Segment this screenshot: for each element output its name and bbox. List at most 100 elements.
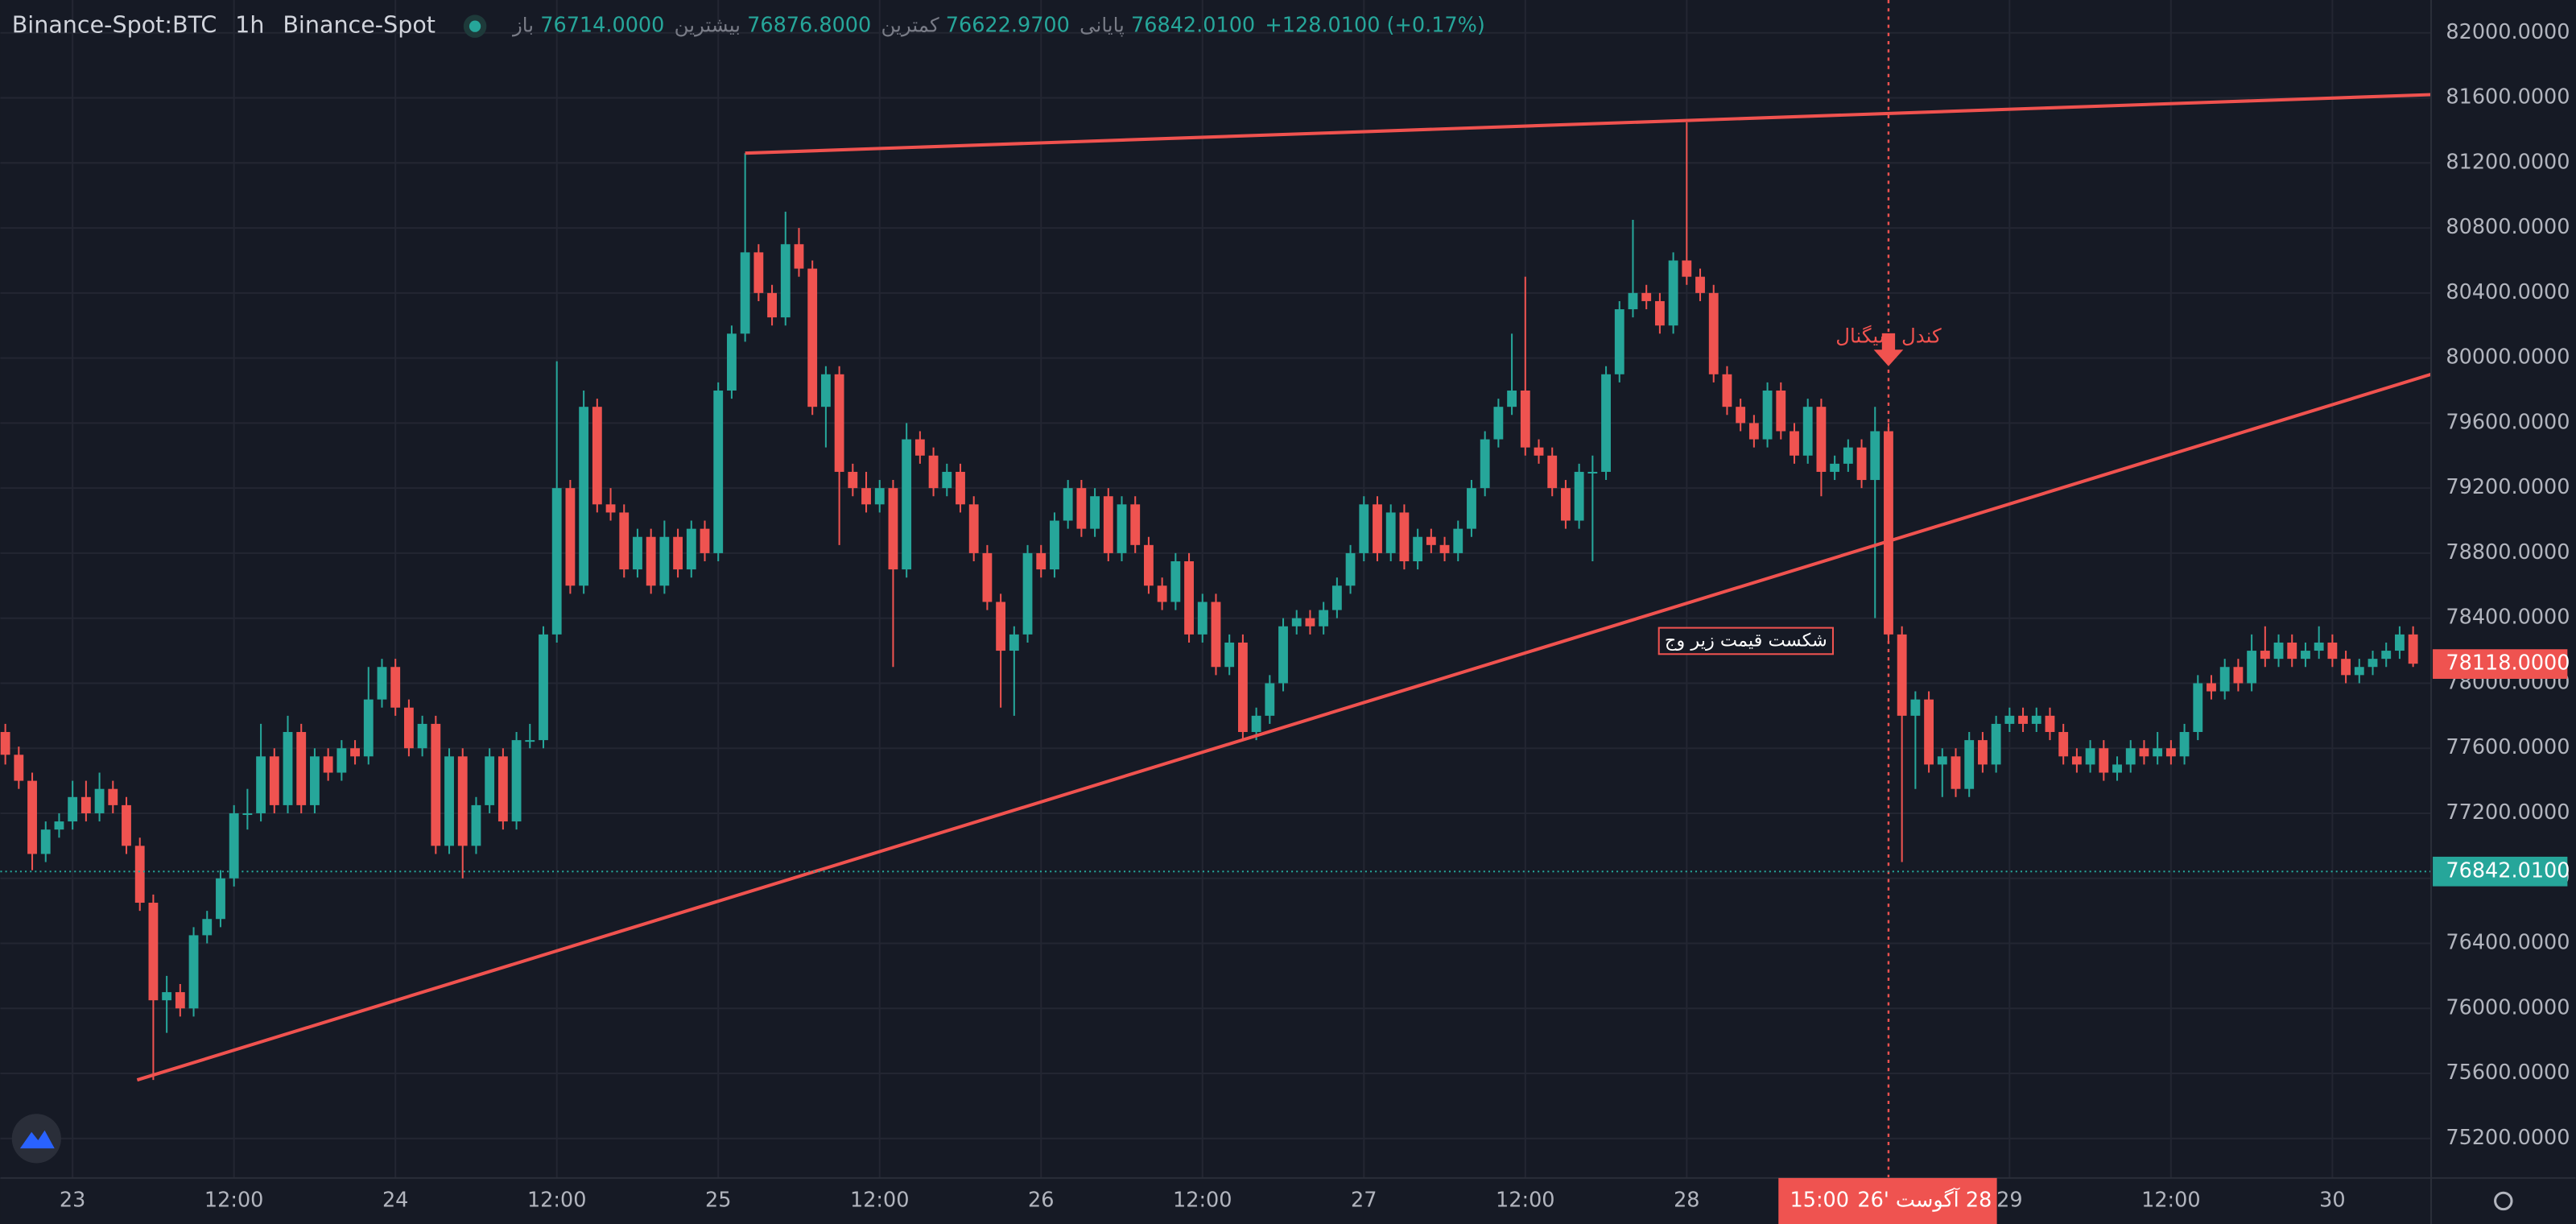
note-text: شکست قیمت زیر وج: [1665, 630, 1827, 651]
y-tick-label: 82000.0000: [2446, 20, 2570, 44]
y-tick-label: 80400.0000: [2446, 280, 2570, 304]
candle-body: [1762, 390, 1773, 440]
y-tick-label: 75200.0000: [2446, 1126, 2570, 1150]
y-tick-label: 78800.0000: [2446, 540, 2570, 564]
candle-body: [1265, 683, 1275, 716]
logo[interactable]: [11, 1114, 61, 1164]
candle-body: [1748, 423, 1759, 440]
candle-body: [1668, 260, 1678, 326]
candle-body: [377, 667, 387, 700]
symbol: Binance-Spot:BTC: [12, 11, 217, 39]
settings-icon[interactable]: [2494, 1191, 2513, 1211]
candle-body: [1654, 300, 1665, 326]
candle-body: [1601, 374, 1611, 472]
candle-body: [2273, 642, 2284, 660]
candle-body: [1050, 520, 1059, 570]
y-tick-label: 80800.0000: [2446, 215, 2570, 239]
candle-body: [242, 813, 253, 816]
x-tick-label: 12:00: [1173, 1188, 1232, 1212]
legend-label: باز: [511, 14, 534, 37]
candle-body: [1937, 756, 1947, 765]
candle-body: [2408, 634, 2418, 664]
candle-body: [1843, 447, 1853, 464]
candle-body: [1924, 699, 1934, 765]
candle-body: [1736, 407, 1746, 424]
candle-body: [390, 667, 401, 708]
x-tick-label: 12:00: [1496, 1188, 1554, 1212]
candle-body: [996, 602, 1006, 651]
candle-body: [1493, 407, 1504, 440]
candle-body: [1856, 447, 1867, 481]
candle-body: [2341, 659, 2351, 676]
candle-body: [1587, 471, 1598, 473]
candle-body: [1628, 292, 1638, 310]
candle-body: [888, 488, 898, 570]
candle-body: [565, 488, 576, 586]
candle-body: [1641, 292, 1652, 301]
candle-body: [982, 552, 993, 602]
settings[interactable]: [2494, 1191, 2513, 1211]
candle-body: [363, 699, 374, 757]
candle-body: [1224, 642, 1235, 668]
candle-body: [403, 707, 414, 749]
candle-body: [1413, 536, 1423, 562]
candle-body: [767, 292, 777, 318]
candle-body: [216, 878, 225, 920]
candle-body: [1830, 463, 1840, 472]
trend-line: [745, 93, 2432, 155]
candle-body: [956, 471, 965, 505]
candle-body: [1399, 512, 1410, 562]
candle-body: [659, 536, 670, 586]
legend-value: 76876.8000: [747, 14, 871, 38]
candle-body: [780, 244, 791, 318]
candle-body: [0, 732, 10, 755]
candle-body: [1009, 634, 1019, 651]
candle-body: [162, 992, 172, 1001]
candle-body: [1291, 618, 1302, 626]
candle-body: [1063, 488, 1073, 521]
y-tick-label: 78400.0000: [2446, 606, 2570, 630]
candle-body: [80, 796, 91, 813]
candle-body: [740, 252, 750, 334]
candle-body: [1319, 610, 1329, 626]
candle-body: [1870, 431, 1880, 481]
x-tick-label: 12:00: [2141, 1188, 2201, 1212]
candle-body: [592, 407, 602, 505]
candle-body: [1534, 447, 1544, 456]
candle-body: [605, 504, 616, 513]
candle-body: [820, 374, 831, 407]
legend-value: 76714.0000: [540, 14, 664, 38]
candle-body: [1790, 431, 1799, 456]
candle-body: [122, 804, 131, 846]
candle-body: [861, 488, 871, 505]
candle-body: [539, 634, 548, 741]
legend-value: 76622.9700: [946, 14, 1070, 38]
x-tick-label: 12:00: [527, 1188, 586, 1212]
candle-body: [794, 244, 804, 269]
crosshair-time-box: [1778, 1177, 1997, 1224]
candle-body: [497, 756, 508, 822]
candle-body: [2085, 748, 2095, 765]
candle-body: [2233, 667, 2244, 684]
candle-body: [713, 390, 724, 553]
candle-body: [444, 756, 454, 846]
candle-body: [350, 748, 360, 757]
candle-body: [310, 756, 320, 805]
candle-body: [1157, 585, 1167, 602]
candle-body: [2193, 683, 2203, 733]
candle-body: [471, 804, 481, 846]
candle-body: [1520, 390, 1530, 448]
candle-body: [551, 488, 562, 635]
candle-body: [336, 748, 347, 773]
candle-body: [673, 536, 683, 570]
candle-body: [1695, 276, 1705, 293]
candle-body: [525, 740, 535, 742]
candle-body: [1614, 309, 1624, 374]
candle-body: [1184, 561, 1194, 635]
candle-body: [2368, 659, 2378, 668]
candle-body: [2099, 748, 2109, 773]
price-label-box: [2433, 649, 2568, 679]
candle-body: [296, 732, 307, 805]
candle-body: [1359, 504, 1369, 553]
candle-body: [2381, 651, 2392, 660]
